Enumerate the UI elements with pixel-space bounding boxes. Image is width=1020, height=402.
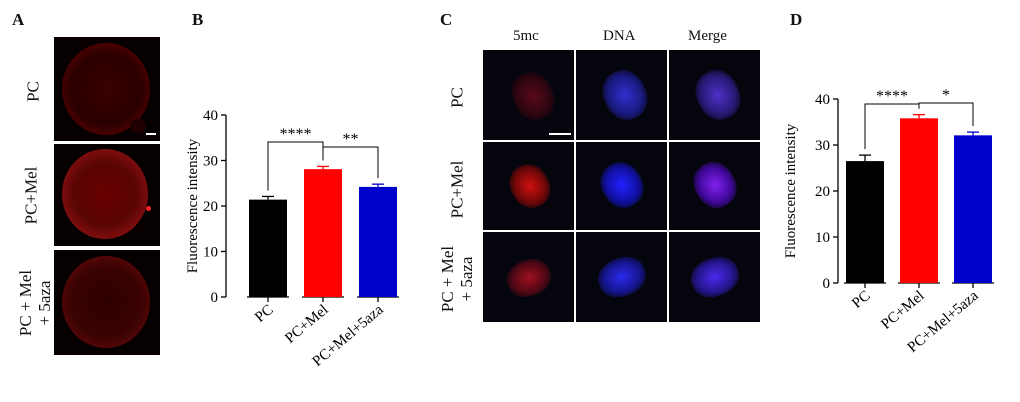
y-tick-label: 20 <box>815 184 830 200</box>
scale-bar <box>146 133 156 135</box>
y-tick-label: 10 <box>203 245 218 261</box>
image-5mc-pc-mel <box>483 142 574 230</box>
panel-label-a: A <box>12 10 25 29</box>
significance-bracket <box>918 102 974 127</box>
x-tick-label: PC+Mel <box>282 302 331 347</box>
significance-label: **** <box>876 88 908 105</box>
bar-pc <box>846 161 884 283</box>
oocyte-image-pc-mel-5aza <box>54 250 160 355</box>
y-tick-label: 10 <box>815 230 830 246</box>
panel-a-row-label-pc: PC <box>23 81 43 102</box>
image-dna-pc-mel-5aza <box>576 232 667 322</box>
panel-c-row-label-pc-mel-5aza: PC + Mel + 5aza <box>438 245 476 313</box>
image-dna-pc <box>576 50 667 140</box>
oocyte-image-pc <box>54 37 160 141</box>
bar-pc-mel <box>304 169 342 297</box>
y-tick-label: 20 <box>203 199 218 215</box>
y-axis-label: Fluorescence intensity <box>185 138 201 273</box>
x-tick-label: PC+Mel+5aza <box>905 288 982 356</box>
panel-label-b: B <box>192 10 204 29</box>
panel-c-row-label-pc-mel: PC+Mel <box>447 160 467 219</box>
scale-bar <box>549 133 571 135</box>
significance-bracket <box>322 146 379 179</box>
x-tick-label: PC <box>849 288 873 312</box>
image-merge-pc-mel <box>669 142 760 230</box>
y-tick-label: 40 <box>203 108 218 124</box>
bar-pc <box>249 199 287 297</box>
image-merge-pc <box>669 50 760 140</box>
panel-c-row-label-pc: PC <box>447 87 467 108</box>
panel-c-column-label-merge: Merge <box>688 28 727 44</box>
significance-bracket <box>267 141 324 191</box>
y-tick-label: 30 <box>815 138 830 154</box>
y-tick-label: 30 <box>203 154 218 170</box>
image-merge-pc-mel-5aza <box>669 232 760 322</box>
x-tick-label: PC+Mel <box>878 288 927 333</box>
y-axis-label: Fluorescence intensity <box>783 123 799 258</box>
image-5mc-pc-mel-5aza <box>483 232 574 322</box>
significance-bracket <box>864 103 920 150</box>
significance-label: * <box>942 87 950 104</box>
panel-a-row-label-pc-mel-5aza: PC + Mel + 5aza <box>16 269 54 337</box>
bar-pc-mel-5aza <box>954 135 992 283</box>
image-dna-pc-mel <box>576 142 667 230</box>
oocyte-image-pc-mel <box>54 144 160 246</box>
panel-c-column-label-dna: DNA <box>603 28 636 44</box>
x-tick-label: PC <box>252 302 276 326</box>
image-5mc-pc <box>483 50 574 140</box>
panel-label-c: C <box>440 10 453 29</box>
bar-pc-mel-5aza <box>359 186 397 297</box>
panel-label-d: D <box>790 10 803 29</box>
y-tick-label: 0 <box>823 276 831 292</box>
significance-label: ** <box>343 131 359 148</box>
significance-label: **** <box>280 126 312 143</box>
y-tick-label: 0 <box>211 290 219 306</box>
x-tick-label: PC+Mel+5aza <box>310 302 387 370</box>
panel-a-row-label-pc-mel: PC+Mel <box>21 166 41 225</box>
y-tick-label: 40 <box>815 92 830 108</box>
bar-pc-mel <box>900 118 938 283</box>
panel-c-column-label-5mc: 5mc <box>513 28 539 44</box>
